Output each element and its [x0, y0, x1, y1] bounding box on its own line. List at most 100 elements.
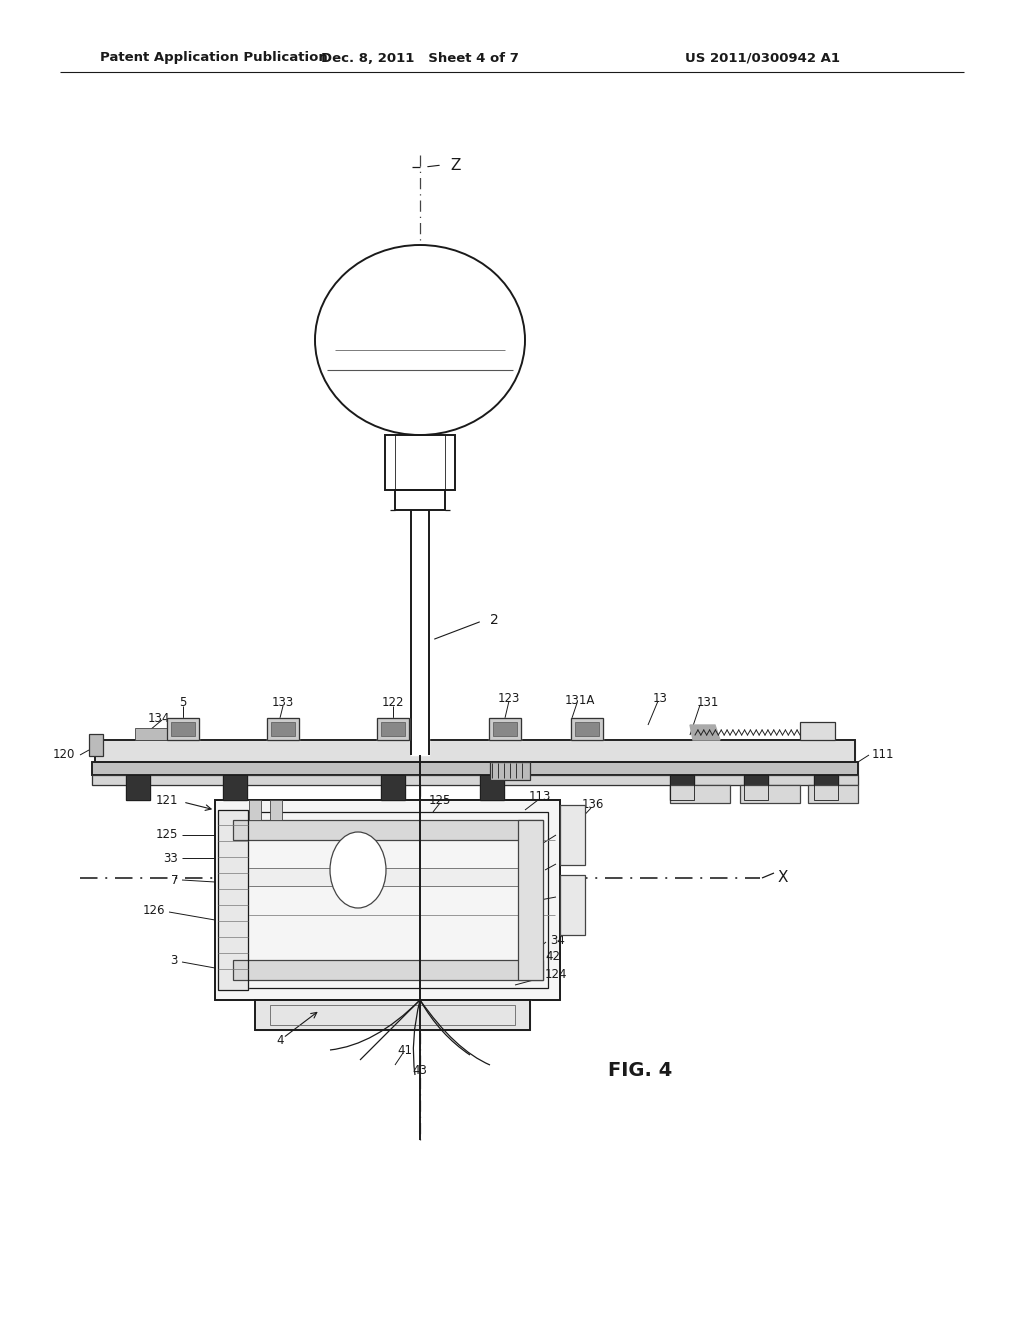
Polygon shape — [95, 741, 855, 762]
Text: US 2011/0300942 A1: US 2011/0300942 A1 — [685, 51, 840, 65]
Bar — [126, 775, 150, 800]
Polygon shape — [223, 775, 247, 800]
Text: 122: 122 — [382, 697, 404, 710]
Text: X: X — [778, 870, 788, 886]
Polygon shape — [381, 775, 406, 800]
Polygon shape — [690, 725, 720, 741]
Text: 120: 120 — [52, 748, 75, 762]
Text: 111: 111 — [872, 748, 895, 762]
Bar — [489, 718, 521, 741]
Text: FIG. 4: FIG. 4 — [608, 1060, 672, 1080]
Text: 126: 126 — [560, 888, 583, 902]
Polygon shape — [92, 776, 858, 785]
Bar — [381, 775, 406, 800]
Text: Patent Application Publication: Patent Application Publication — [100, 51, 328, 65]
Bar — [381, 722, 406, 737]
Polygon shape — [377, 718, 409, 741]
Bar — [480, 775, 504, 800]
Polygon shape — [215, 800, 560, 1001]
Bar — [233, 960, 543, 979]
Polygon shape — [167, 718, 199, 741]
Bar — [571, 718, 603, 741]
Polygon shape — [385, 436, 455, 490]
Text: Z: Z — [450, 157, 461, 173]
Bar — [89, 734, 103, 756]
Text: 5: 5 — [179, 697, 186, 710]
Text: 133: 133 — [272, 697, 294, 710]
Text: 13: 13 — [652, 692, 668, 705]
Text: 134: 134 — [148, 711, 170, 725]
Text: 3: 3 — [171, 953, 178, 966]
Text: 41: 41 — [397, 1044, 413, 1056]
Polygon shape — [395, 490, 445, 510]
Text: 33: 33 — [163, 851, 178, 865]
Text: 131A: 131A — [565, 693, 595, 706]
Text: 126: 126 — [142, 903, 165, 916]
Polygon shape — [126, 775, 150, 800]
Bar — [740, 785, 800, 803]
Bar — [267, 718, 299, 741]
Polygon shape — [670, 775, 694, 800]
Bar — [560, 875, 585, 935]
Bar — [215, 800, 560, 1001]
Text: 4: 4 — [276, 1034, 284, 1047]
Bar — [395, 490, 445, 510]
Text: 43: 43 — [413, 1064, 427, 1077]
Bar — [218, 810, 248, 990]
Bar — [135, 729, 167, 741]
Bar — [560, 805, 585, 865]
Bar — [670, 785, 730, 803]
Bar — [518, 820, 543, 979]
Polygon shape — [218, 810, 248, 990]
Bar — [814, 775, 838, 800]
Bar — [223, 775, 247, 800]
Bar — [800, 722, 835, 741]
Bar — [233, 869, 543, 886]
Text: 123: 123 — [498, 692, 520, 705]
Bar — [271, 722, 295, 737]
Text: 125: 125 — [156, 829, 178, 842]
Bar — [575, 722, 599, 737]
Ellipse shape — [330, 832, 386, 908]
Bar — [808, 785, 858, 803]
Bar — [490, 762, 530, 780]
Bar — [255, 1001, 530, 1030]
Text: 34: 34 — [560, 826, 574, 840]
Ellipse shape — [315, 246, 525, 436]
Polygon shape — [267, 718, 299, 741]
Text: 113: 113 — [528, 791, 551, 804]
Text: 32: 32 — [560, 855, 574, 869]
Bar — [233, 820, 543, 840]
Text: 34: 34 — [550, 933, 565, 946]
Polygon shape — [744, 775, 768, 800]
Bar — [171, 722, 195, 737]
Polygon shape — [814, 775, 838, 800]
Bar — [92, 762, 858, 775]
Polygon shape — [92, 762, 858, 775]
Bar — [377, 718, 409, 741]
Polygon shape — [571, 718, 603, 741]
Bar — [385, 436, 455, 490]
Bar — [249, 800, 261, 820]
Bar — [744, 775, 768, 800]
Polygon shape — [480, 775, 504, 800]
Text: 7: 7 — [171, 874, 178, 887]
Text: 136: 136 — [582, 799, 604, 812]
Bar — [670, 775, 694, 800]
Bar — [493, 722, 517, 737]
Text: 131: 131 — [696, 697, 719, 710]
Text: 2: 2 — [490, 612, 499, 627]
Polygon shape — [255, 1001, 530, 1030]
Text: 125: 125 — [429, 793, 452, 807]
Polygon shape — [489, 718, 521, 741]
Bar — [228, 812, 548, 987]
Text: 42: 42 — [545, 950, 560, 964]
Bar — [92, 775, 858, 785]
Bar — [95, 741, 855, 762]
Text: Dec. 8, 2011   Sheet 4 of 7: Dec. 8, 2011 Sheet 4 of 7 — [322, 51, 519, 65]
Polygon shape — [411, 510, 429, 755]
Text: 121: 121 — [156, 793, 178, 807]
Text: 124: 124 — [545, 969, 567, 982]
Bar — [270, 1005, 515, 1026]
Bar — [167, 718, 199, 741]
